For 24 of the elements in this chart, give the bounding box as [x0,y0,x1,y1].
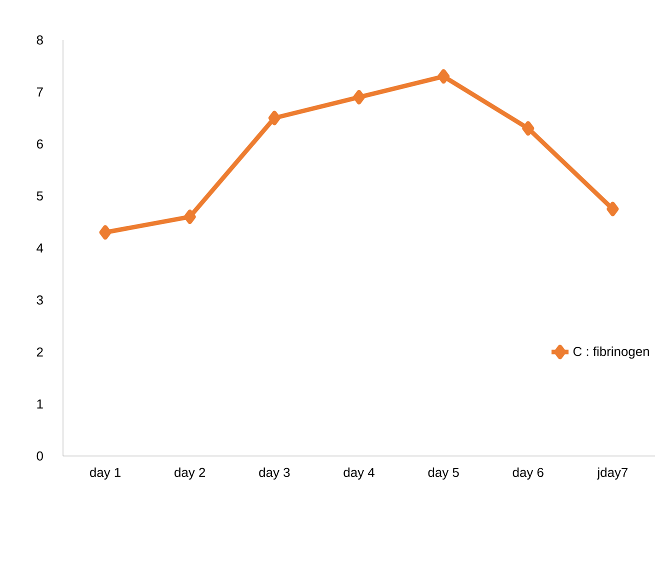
point [438,69,450,84]
y-tick-label: 7 [36,88,43,96]
x-tick-label: jday7 [596,468,628,480]
y-tick-label: 2 [36,347,43,357]
point [606,202,619,216]
y-tick-label: 5 [36,191,43,201]
x-tick-label: day 3 [259,468,290,480]
point [184,210,196,224]
x-tick-label: day 6 [512,468,544,480]
point [99,225,112,240]
x-tick-label: day 5 [428,468,459,480]
y-tick-label: 8 [36,35,43,45]
point [268,110,280,126]
y-tick-label: 3 [36,295,43,305]
x-tick-label: day 4 [344,468,374,480]
point [353,90,365,104]
y-tick-label: 1 [37,400,43,408]
point [522,121,534,136]
legend-label: C : fibrinogen [573,346,649,359]
x-tick-label: day 2 [174,468,206,480]
y-tick-label: 4 [36,244,44,252]
y-tick-label: 6 [36,139,43,149]
y-tick-label: 0 [36,451,43,461]
x-tick-label: day 1 [90,468,120,480]
